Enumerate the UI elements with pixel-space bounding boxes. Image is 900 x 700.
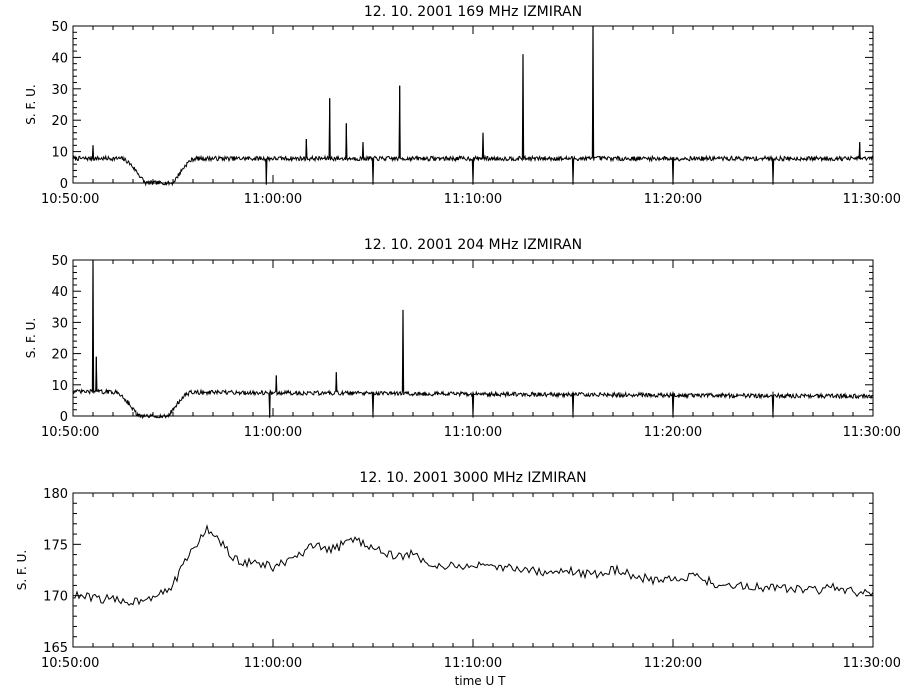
x-tick-label: 11:20:00 — [644, 192, 702, 207]
y-tick-label: 40 — [51, 285, 68, 300]
x-tick-label: 11:00:00 — [244, 656, 302, 671]
x-tick-label: 11:10:00 — [444, 656, 502, 671]
y-tick-label: 50 — [51, 20, 68, 35]
y-tick-label: 180 — [43, 487, 68, 502]
y-tick-label: 30 — [51, 83, 68, 98]
chart-title: 12. 10. 2001 204 MHz IZMIRAN — [364, 237, 582, 253]
x-tick-label: 11:10:00 — [444, 425, 502, 440]
y-tick-label: 0 — [60, 177, 68, 192]
flux-series-line — [72, 523, 874, 606]
chart-panel-3: 12. 10. 2001 3000 MHz IZMIRAN 165 170 175 18… — [15, 470, 900, 688]
x-tick-label: 11:30:00 — [843, 425, 900, 440]
flux-series-line — [72, 259, 874, 420]
x-tick-label: 10:50:00 — [41, 425, 99, 440]
y-tick-label: 20 — [51, 114, 68, 129]
y-tick-label: 30 — [51, 316, 68, 331]
y-tick-label: 20 — [51, 348, 68, 363]
x-tick-label: 11:00:00 — [244, 425, 302, 440]
y-tick-label: 170 — [43, 590, 68, 605]
y-tick-label: 10 — [51, 379, 68, 394]
chart-title: 12. 10. 2001 3000 MHz IZMIRAN — [359, 470, 586, 486]
chart-panel-2: 12. 10. 2001 204 MHz IZMIRAN 0 10 20 30 40 50 1… — [24, 237, 900, 440]
y-tick-label: 10 — [51, 146, 68, 161]
x-tick-label: 11:30:00 — [843, 656, 900, 671]
y-axis-label: S. F. U. — [24, 84, 38, 124]
y-tick-label: 165 — [43, 641, 68, 656]
x-tick-label: 11:10:00 — [444, 192, 502, 207]
x-tick-label: 11:20:00 — [644, 656, 702, 671]
x-axis-label: time U T — [455, 674, 507, 688]
x-tick-label: 11:30:00 — [843, 192, 900, 207]
chart-title: 12. 10. 2001 169 MHz IZMIRAN — [364, 4, 582, 20]
y-tick-label: 175 — [43, 538, 68, 553]
x-tick-label: 11:00:00 — [244, 192, 302, 207]
y-tick-label: 50 — [51, 254, 68, 269]
y-axis-label: S. F. U. — [24, 318, 38, 358]
x-tick-label: 11:20:00 — [644, 425, 702, 440]
flux-series-line — [72, 25, 874, 187]
chart-panel-1: 12. 10. 2001 169 MHz IZMIRAN 0 10 20 30 40 50 1… — [24, 4, 900, 207]
x-tick-label: 10:50:00 — [41, 656, 99, 671]
y-tick-label: 0 — [60, 410, 68, 425]
plot-frame — [72, 492, 874, 648]
y-tick-label: 40 — [51, 51, 68, 66]
x-tick-label: 10:50:00 — [41, 192, 99, 207]
y-axis-label: S. F. U. — [15, 550, 29, 590]
